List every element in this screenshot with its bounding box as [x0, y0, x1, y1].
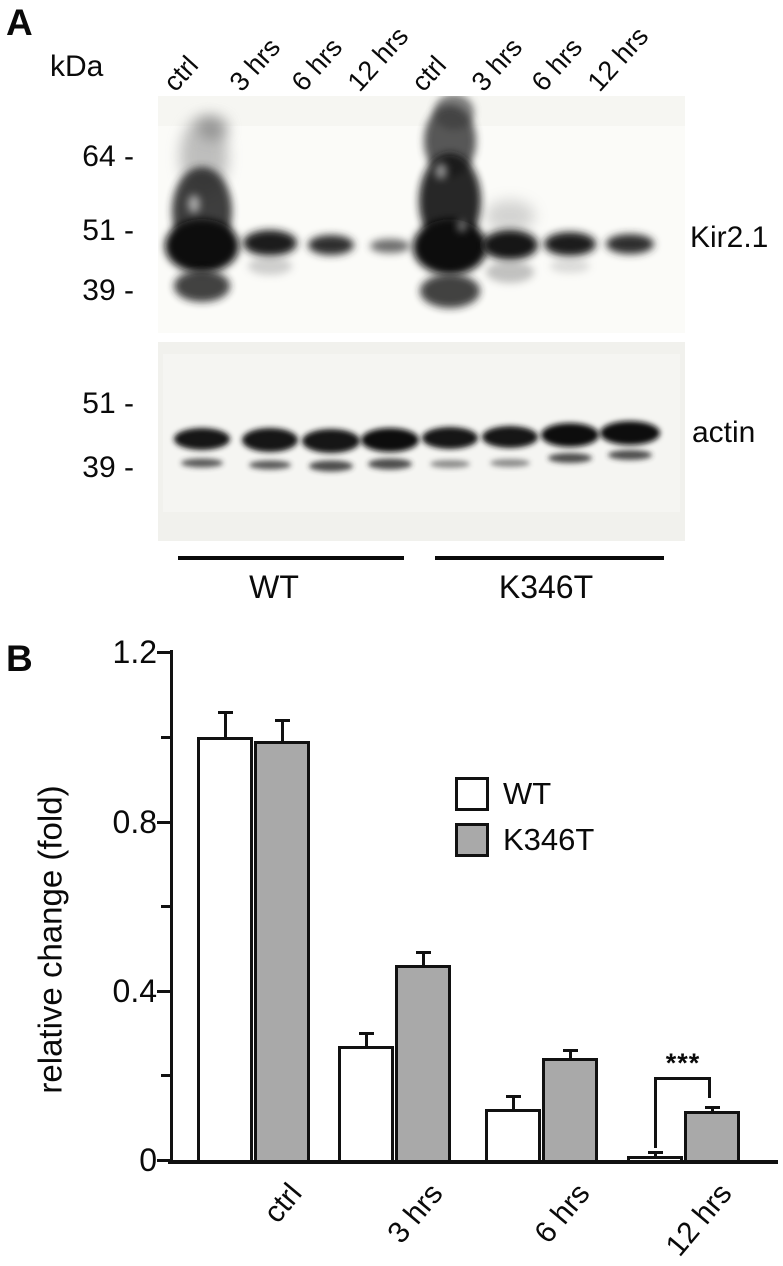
band-wt-ctrl: [165, 116, 239, 302]
y-minor-tick-0.6: [161, 905, 170, 909]
lane-label-mut-12hrs: 12 hrs: [581, 21, 655, 98]
sig-bracket-left: [654, 1077, 657, 1148]
error-bar-wt-6-hrs: [511, 1096, 515, 1109]
band-mut-12hrs: [606, 234, 654, 254]
marker-39: 39 -: [82, 274, 134, 307]
lane-label-wt-6hrs: 6 hrs: [285, 32, 349, 97]
error-cap-k346t-12-hrs: [704, 1106, 720, 1109]
marker-51: 51 -: [82, 214, 134, 247]
error-cap-wt-3-hrs: [358, 1032, 374, 1035]
band-wt-12hrs: [370, 239, 410, 253]
x-tick-label-ctrl: ctrl: [257, 1177, 309, 1230]
legend-swatch-k346t: [455, 823, 489, 857]
lane-label-wt-12hrs: 12 hrs: [341, 21, 415, 98]
error-cap-wt-12-hrs: [647, 1151, 663, 1154]
wt-group-label: WT: [249, 569, 299, 605]
actin-lower-bands: [181, 450, 652, 472]
actin-band-label: actin: [692, 416, 756, 449]
sig-bracket-top: [654, 1077, 711, 1080]
y-tick-label-0.4: 0.4: [112, 972, 157, 1009]
error-bar-k346t-12-hrs: [710, 1107, 714, 1111]
error-bar-wt-ctrl: [223, 712, 227, 737]
bar-k346t-ctrl: [254, 741, 310, 1160]
x-tick-label-12-hrs: 12 hrs: [659, 1177, 739, 1263]
legend-label-wt: WT: [503, 776, 552, 811]
error-cap-wt-ctrl: [217, 711, 233, 714]
bar-wt-6-hrs: [485, 1109, 541, 1160]
y-tick-label-1.2: 1.2: [112, 634, 157, 671]
blot1-edge-shade: [158, 96, 685, 126]
panel-a-letter: A: [6, 2, 33, 43]
band-mut-ctrl: [413, 96, 487, 308]
marker-39-actin: 39 -: [82, 451, 134, 484]
y-axis-title: relative change (fold): [31, 785, 69, 1094]
legend-label-k346t: K346T: [503, 822, 595, 857]
kir21-blot-image: [158, 96, 685, 333]
lane-label-mut-6hrs: 6 hrs: [525, 32, 589, 97]
bar-chart: relative change (fold) 0 0.4 0.8 1.2 ctrl 3 hr…: [0, 620, 783, 1266]
y-tick-label-0: 0: [139, 1142, 157, 1178]
y-major-tick-1.2: [157, 651, 170, 655]
panel-b-letter: B: [6, 638, 33, 679]
y-major-tick-0.8: [157, 820, 170, 824]
y-tick-label-0.8: 0.8: [112, 803, 157, 840]
error-bar-wt-12-hrs: [653, 1152, 657, 1156]
k346t-group-line: [435, 556, 664, 560]
band-wt-6hrs: [308, 235, 354, 255]
bar-wt-12-hrs: [627, 1156, 683, 1160]
actin-blot-image: [158, 342, 685, 541]
x-tick-label-3-hrs: 3 hrs: [381, 1177, 450, 1250]
kir21-band-label: Kir2.1: [690, 221, 769, 254]
legend-swatch-wt: [455, 777, 489, 811]
lane-label-mut-ctrl: ctrl: [405, 50, 453, 97]
bar-k346t-3-hrs: [395, 965, 451, 1160]
marker-51-actin: 51 -: [82, 387, 134, 420]
lane-label-wt-3hrs: 3 hrs: [223, 32, 287, 97]
bar-k346t-12-hrs: [684, 1111, 740, 1160]
band-wt-3hrs: [243, 230, 297, 275]
actin-main-bands: [174, 421, 660, 453]
bar-wt-ctrl: [197, 737, 253, 1160]
error-cap-wt-6-hrs: [505, 1095, 521, 1098]
error-bar-wt-3-hrs: [364, 1033, 368, 1046]
y-major-tick-0.4: [157, 989, 170, 993]
x-tick-label-6-hrs: 6 hrs: [528, 1177, 597, 1250]
y-major-tick-0: [157, 1159, 170, 1162]
y-axis-line: [170, 650, 173, 1164]
y-minor-tick-1: [161, 736, 170, 739]
error-bar-k346t-6-hrs: [568, 1050, 572, 1058]
marker-64: 64 -: [82, 140, 134, 173]
bar-k346t-6-hrs: [542, 1058, 598, 1160]
error-bar-k346t-ctrl: [280, 720, 284, 741]
significance-stars: ***: [665, 1048, 701, 1078]
k346t-group-label: K346T: [498, 569, 594, 605]
kda-unit-label: kDa: [50, 50, 104, 83]
band-mut-3hrs: [482, 200, 538, 283]
error-cap-k346t-ctrl: [274, 719, 290, 722]
lane-label-mut-3hrs: 3 hrs: [465, 32, 529, 97]
wt-group-line: [178, 556, 404, 560]
y-minor-tick-0.2: [161, 1074, 170, 1078]
error-cap-k346t-3-hrs: [415, 951, 431, 954]
sig-bracket-right: [708, 1077, 711, 1098]
lane-label-wt-ctrl: ctrl: [157, 50, 205, 97]
error-cap-k346t-6-hrs: [562, 1049, 578, 1052]
band-mut-6hrs: [544, 232, 596, 273]
x-axis-line: [168, 1160, 778, 1164]
bar-wt-3-hrs: [338, 1046, 394, 1160]
error-bar-k346t-3-hrs: [421, 952, 425, 965]
